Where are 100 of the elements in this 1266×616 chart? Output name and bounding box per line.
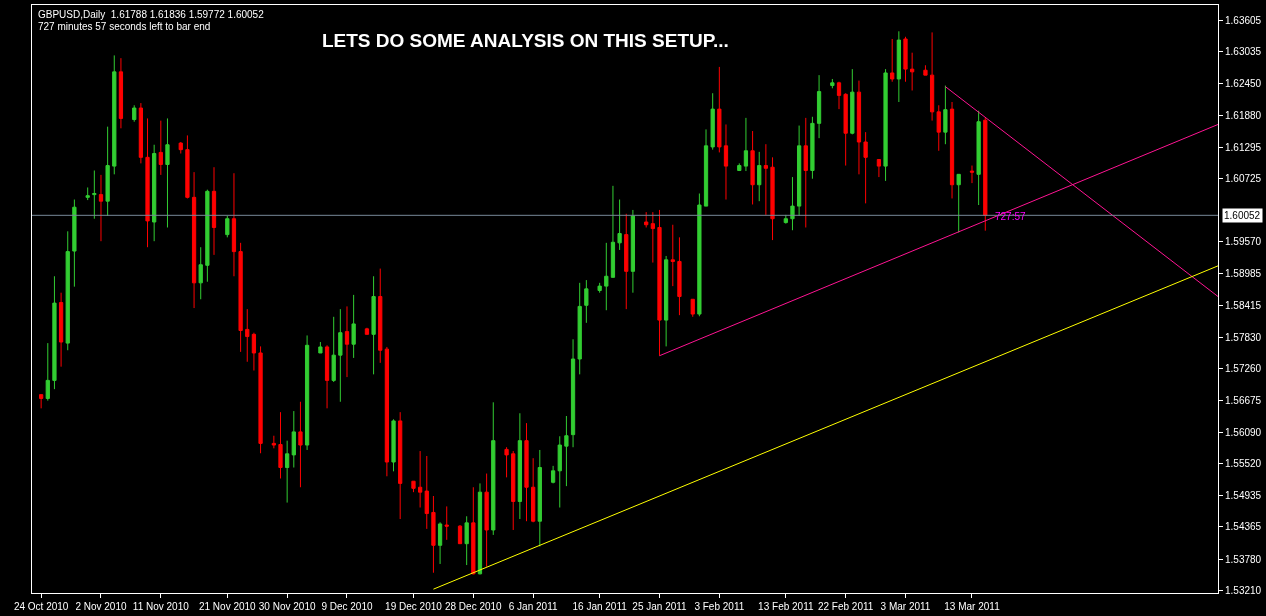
candlestick bbox=[550, 465, 556, 484]
candlestick bbox=[604, 242, 609, 311]
y-tick-label: 1.54365 bbox=[1225, 521, 1262, 533]
candlestick bbox=[384, 346, 390, 477]
candlestick bbox=[929, 31, 935, 122]
candlestick bbox=[39, 394, 44, 409]
candlestick bbox=[271, 435, 276, 449]
candlestick bbox=[178, 141, 183, 155]
candlestick bbox=[291, 410, 296, 469]
y-tick-label: 1.62450 bbox=[1225, 78, 1262, 90]
candlestick bbox=[624, 213, 629, 310]
x-tick-label: 22 Feb 2011 bbox=[817, 601, 874, 612]
y-tick-label: 1.53780 bbox=[1225, 553, 1262, 565]
candlestick bbox=[45, 342, 50, 402]
candlestick bbox=[251, 332, 257, 372]
candlestick bbox=[876, 159, 882, 178]
candlestick bbox=[903, 36, 908, 83]
candlestick bbox=[477, 482, 483, 575]
candlestick bbox=[757, 151, 762, 202]
candlestick bbox=[278, 411, 283, 479]
candlestick bbox=[304, 334, 310, 451]
candlestick bbox=[717, 66, 722, 153]
candlestick bbox=[856, 80, 862, 175]
candlestick bbox=[211, 166, 217, 256]
x-tick-label: 16 Jan 2011 bbox=[572, 601, 628, 612]
candlestick bbox=[843, 92, 848, 167]
candlestick bbox=[923, 64, 928, 76]
candlestick bbox=[152, 144, 157, 242]
candlestick bbox=[610, 185, 616, 278]
candlestick bbox=[92, 169, 97, 220]
y-tick-label: 1.58985 bbox=[1225, 268, 1262, 280]
y-tick-label: 1.55520 bbox=[1225, 458, 1262, 470]
candlestick bbox=[371, 275, 376, 375]
candlestick bbox=[398, 411, 403, 520]
candlestick bbox=[98, 174, 104, 242]
x-tick-label: 21 Nov 2010 bbox=[198, 601, 257, 612]
y-tick-label: 1.56090 bbox=[1225, 426, 1262, 438]
x-tick-label: 13 Mar 2011 bbox=[944, 601, 1001, 612]
candlestick bbox=[723, 123, 729, 201]
x-tick-label: 6 Jan 2011 bbox=[508, 601, 558, 612]
candlestick bbox=[491, 401, 496, 536]
annotation: 727:57 bbox=[995, 211, 1027, 222]
candlestick bbox=[198, 246, 203, 300]
candlestick bbox=[424, 455, 429, 530]
candlestick bbox=[531, 457, 536, 523]
annotation: GBPUSD,Daily 1.61788 1.61836 1.59772 1.60052 bbox=[38, 9, 265, 20]
candlestick bbox=[504, 446, 509, 478]
candlestick bbox=[378, 268, 383, 364]
candlestick bbox=[245, 308, 250, 363]
candlestick bbox=[517, 412, 522, 520]
candlestick bbox=[191, 171, 197, 309]
candlestick bbox=[165, 117, 170, 228]
candlestick bbox=[411, 480, 416, 493]
candlestick bbox=[105, 126, 110, 217]
x-tick-label: 19 Dec 2010 bbox=[385, 601, 443, 612]
candlestick bbox=[743, 117, 749, 172]
candlestick bbox=[158, 120, 163, 176]
candlestick bbox=[883, 68, 888, 182]
y-tick-label: 1.60725 bbox=[1225, 172, 1262, 184]
y-tick-label: 1.53210 bbox=[1225, 584, 1262, 596]
candlestick bbox=[863, 131, 868, 204]
text: LETS DO SOME ANALYSIS ON THIS SETUP... bbox=[321, 29, 729, 51]
candlestick bbox=[331, 316, 336, 383]
candlestick bbox=[796, 125, 802, 217]
candlestick bbox=[484, 473, 489, 568]
candlestick bbox=[570, 338, 576, 448]
candlestick bbox=[564, 415, 569, 487]
candlestick bbox=[524, 422, 529, 522]
candlestick bbox=[969, 165, 975, 184]
candlestick bbox=[910, 52, 915, 91]
x-tick-label: 24 Oct 2010 bbox=[13, 601, 69, 612]
candlestick bbox=[351, 294, 356, 359]
candlestick bbox=[132, 104, 137, 123]
candlestick bbox=[584, 279, 589, 324]
candlestick bbox=[790, 176, 795, 231]
candlestick bbox=[617, 199, 622, 251]
candlestick bbox=[936, 104, 941, 152]
candlestick bbox=[896, 30, 901, 103]
candlestick bbox=[703, 128, 709, 207]
candlestick bbox=[830, 78, 835, 89]
candlestick bbox=[630, 209, 636, 294]
candlestick bbox=[72, 199, 77, 288]
candlestick bbox=[750, 130, 755, 205]
candlestick bbox=[644, 211, 649, 228]
x-tick-label: 9 Dec 2010 bbox=[321, 601, 373, 612]
candlestick bbox=[418, 450, 423, 509]
candlestick bbox=[557, 435, 562, 509]
y-tick-label: 1.61295 bbox=[1225, 141, 1262, 153]
y-tick-label: 1.57830 bbox=[1225, 331, 1262, 343]
candlestick bbox=[258, 345, 263, 454]
candlestick bbox=[690, 298, 695, 318]
candlestick bbox=[324, 344, 330, 409]
candlestick bbox=[770, 156, 775, 241]
y-tick-label: 1.56675 bbox=[1225, 394, 1262, 406]
candlestick bbox=[457, 524, 463, 545]
candlestick bbox=[364, 327, 370, 335]
candlestick bbox=[657, 209, 662, 357]
candlestick bbox=[118, 57, 124, 129]
x-tick-label: 28 Dec 2010 bbox=[444, 601, 503, 612]
candlestick bbox=[783, 214, 788, 225]
